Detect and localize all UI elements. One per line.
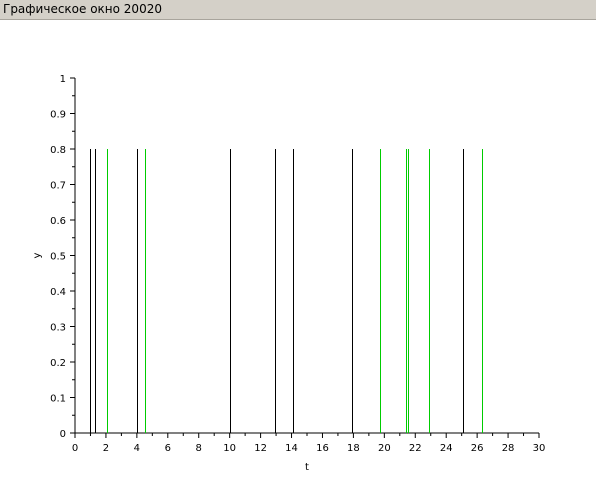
x-tick-label: 6	[165, 443, 171, 454]
y-tick-label: 0.2	[50, 358, 66, 369]
x-tick-label: 4	[134, 443, 140, 454]
y-tick-label: 0.1	[50, 394, 66, 405]
x-tick-label: 28	[502, 443, 515, 454]
x-tick-label: 24	[440, 443, 453, 454]
axes-group: 0 2 4 6 8 10 12 14 16 18 20 22 24 26 28 3000.10.20.30.4…	[50, 74, 545, 454]
y-tick-label: 0	[60, 429, 66, 440]
stems-group	[90, 149, 483, 433]
y-axis-label: y	[32, 252, 43, 258]
x-tick-label: 18	[347, 443, 360, 454]
x-axis-label: t	[305, 462, 309, 473]
x-tick-label: 16	[316, 443, 329, 454]
x-tick-label: 2	[103, 443, 109, 454]
x-tick-label: 12	[254, 443, 267, 454]
y-tick-label: 0.6	[50, 216, 66, 227]
y-tick-label: 0.4	[50, 287, 66, 298]
y-tick-label: 0.5	[50, 252, 66, 263]
y-tick-label: 1	[60, 74, 66, 85]
stem-plot: 0 2 4 6 8 10 12 14 16 18 20 22 24 26 28 3000.10.20.30.4…	[32, 74, 545, 473]
x-tick-label: 22	[409, 443, 422, 454]
y-tick-label: 0.8	[50, 145, 66, 156]
x-tick-label: 20	[378, 443, 391, 454]
x-tick-label: 14	[285, 443, 298, 454]
graphic-canvas[interactable]: 0 2 4 6 8 10 12 14 16 18 20 22 24 26 28 30 0 0.1 0.2 0.3 0.4…	[0, 20, 596, 478]
y-tick-label: 0.9	[50, 110, 66, 121]
x-tick-label: 10	[223, 443, 236, 454]
x-tick-label: 26	[471, 443, 484, 454]
window-title: Графическое окно 20020	[3, 2, 162, 16]
x-tick-label: 30	[533, 443, 546, 454]
x-tick-label: 0	[72, 443, 78, 454]
axis-labels-group: t y	[32, 252, 309, 473]
y-tick-label: 0.3	[50, 323, 66, 334]
y-tick-label: 0.7	[50, 181, 66, 192]
x-tick-label: 8	[196, 443, 202, 454]
window-titlebar[interactable]: Графическое окно 20020	[0, 0, 596, 20]
